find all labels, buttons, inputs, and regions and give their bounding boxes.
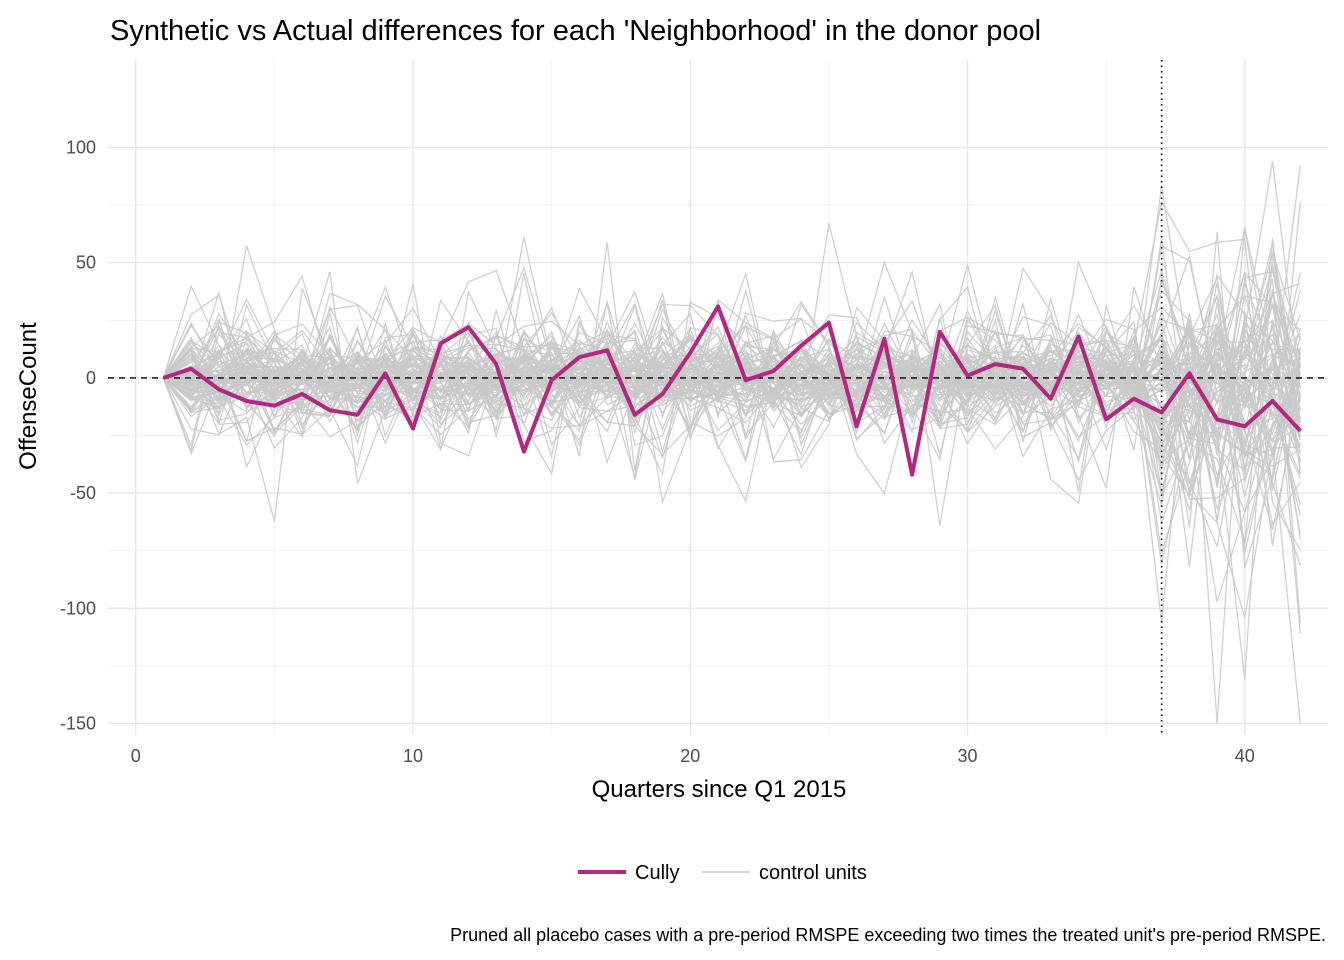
x-tick-label: 40	[1235, 746, 1255, 766]
tick-labels: 0 10 20 30 40 100 50 0 -50 -100 -150	[60, 138, 1255, 766]
x-axis-title: Quarters since Q1 2015	[592, 776, 847, 803]
control-unit-line	[162, 271, 1301, 475]
y-tick-label: 50	[76, 253, 96, 273]
control-unit-line	[163, 289, 1301, 540]
control-unit-line	[163, 253, 1301, 680]
reference-lines	[108, 60, 1328, 735]
control-unit-line	[163, 291, 1301, 634]
treated-line-layer	[162, 304, 1302, 477]
x-tick-label: 10	[403, 746, 423, 766]
control-unit-line	[162, 165, 1301, 568]
y-tick-label: -100	[60, 598, 96, 618]
x-tick-label: 0	[131, 746, 141, 766]
control-unit-line	[163, 307, 1301, 485]
y-tick-label: 0	[86, 368, 96, 388]
legend-label-control-units: control units	[759, 862, 867, 884]
x-tick-label: 30	[958, 746, 978, 766]
control-lines	[162, 161, 1301, 724]
control-unit-line	[163, 231, 1301, 568]
y-tick-label: 100	[66, 138, 96, 158]
y-tick-label: -150	[60, 713, 96, 733]
y-tick-label: -50	[70, 483, 96, 503]
control-unit-line	[163, 245, 1301, 470]
x-tick-label: 20	[680, 746, 700, 766]
chart-title: Synthetic vs Actual differences for each…	[110, 15, 1041, 47]
chart-caption: Pruned all placebo cases with a pre-peri…	[450, 925, 1326, 945]
control-unit-line	[162, 222, 1301, 525]
legend: Cully control units	[578, 862, 867, 884]
y-axis-title: OffenseCount	[15, 322, 42, 470]
legend-label-cully: Cully	[635, 862, 679, 884]
treated-line-cully	[162, 304, 1302, 477]
